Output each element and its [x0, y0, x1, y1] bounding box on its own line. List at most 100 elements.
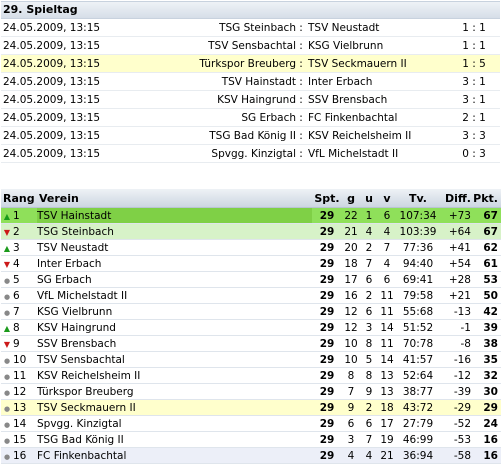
won-count: 3 [342, 431, 360, 448]
home-team[interactable]: TSG Steinbach [153, 19, 296, 37]
goal-difference: +64 [440, 223, 473, 240]
away-team[interactable]: SSV Brensbach [306, 90, 448, 109]
away-team[interactable]: VfL Michelstadt II [306, 144, 448, 163]
goals-ratio: 43:72 [396, 399, 440, 416]
rank-cell: ● 7 [1, 303, 37, 320]
won-count: 6 [342, 415, 360, 432]
lost-count: 18 [378, 399, 396, 416]
header-lost[interactable]: v [378, 189, 396, 208]
header-draw[interactable]: u [360, 189, 378, 208]
header-won[interactable]: g [342, 189, 360, 208]
home-team[interactable]: KSV Haingrund [153, 90, 296, 109]
home-team[interactable]: Türkspor Breuberg [153, 54, 296, 73]
draw-count: 9 [360, 383, 378, 400]
won-count: 10 [342, 351, 360, 368]
match-separator: : [296, 54, 306, 73]
header-goals[interactable]: Tv. [396, 189, 440, 208]
standings-row: ● 14 Spvgg. Kinzigtal 29 6 6 17 27:79 -52 24 [1, 415, 501, 432]
team-name[interactable]: FC Finkenbachtal [37, 447, 312, 464]
team-name[interactable]: Spvgg. Kinzigtal [37, 415, 312, 432]
rank-cell: ● 11 [1, 367, 37, 384]
team-name[interactable]: KSG Vielbrunn [37, 303, 312, 320]
team-name[interactable]: KSV Reichelsheim II [37, 367, 312, 384]
rank-number: 11 [13, 369, 27, 382]
team-name[interactable]: TSG Steinbach [37, 223, 312, 240]
home-team[interactable]: SG Erbach [153, 108, 296, 127]
played-count: 29 [312, 367, 342, 384]
goal-difference: -53 [440, 431, 473, 448]
points-total: 62 [473, 239, 501, 256]
match-date: 24.05.2009, 13:15 [1, 36, 153, 55]
played-count: 29 [312, 287, 342, 304]
team-name[interactable]: TSV Neustadt [37, 239, 312, 256]
away-team[interactable]: TSV Neustadt [306, 19, 448, 37]
matchday-title: 29. Spieltag [1, 1, 500, 19]
away-team[interactable]: TSV Seckmauern II [306, 54, 448, 73]
home-team[interactable]: TSV Sensbachtal [153, 36, 296, 55]
rank-cell: ● 12 [1, 383, 37, 400]
standings-row: ● 11 KSV Reichelsheim II 29 8 8 13 52:64 -12 32 [1, 367, 501, 384]
match-separator: : [296, 72, 306, 91]
goals-ratio: 36:94 [396, 447, 440, 464]
match-row: 24.05.2009, 13:15 TSG Steinbach: TSV Neust… [1, 19, 500, 37]
dot-icon: ● [3, 292, 11, 301]
header-played[interactable]: Spt. [312, 189, 342, 208]
rank-number: 5 [13, 273, 20, 286]
standings-row: ● 7 KSG Vielbrunn 29 12 6 11 55:68 -13 42 [1, 303, 501, 320]
goals-ratio: 69:41 [396, 271, 440, 288]
rank-cell: ▼ 2 [1, 223, 37, 240]
rank-cell: ● 16 [1, 447, 37, 464]
team-name[interactable]: Inter Erbach [37, 255, 312, 272]
team-name[interactable]: VfL Michelstadt II [37, 287, 312, 304]
played-count: 29 [312, 447, 342, 464]
won-count: 16 [342, 287, 360, 304]
header-rank[interactable]: Rang [1, 189, 37, 208]
rank-cell: ▲ 3 [1, 239, 37, 256]
goal-difference: -8 [440, 335, 473, 352]
header-team[interactable]: Verein [37, 189, 312, 208]
home-team[interactable]: TSG Bad König II [153, 126, 296, 145]
rank-number: 4 [13, 257, 20, 270]
header-points[interactable]: Pkt. [473, 189, 501, 208]
team-name[interactable]: Türkspor Breuberg [37, 383, 312, 400]
home-team[interactable]: TSV Hainstadt [153, 72, 296, 91]
rank-number: 6 [13, 289, 20, 302]
played-count: 29 [312, 335, 342, 352]
draw-count: 2 [360, 287, 378, 304]
away-team[interactable]: KSV Reichelsheim II [306, 126, 448, 145]
match-row: 24.05.2009, 13:15 TSV Hainstadt: Inter Erb… [1, 72, 500, 91]
match-score: 0 : 3 [448, 144, 500, 163]
won-count: 8 [342, 367, 360, 384]
rank-cell: ● 15 [1, 431, 37, 448]
won-count: 12 [342, 303, 360, 320]
standings-row: ● 10 TSV Sensbachtal 29 10 5 14 41:57 -16 35 [1, 351, 501, 368]
team-name[interactable]: TSG Bad König II [37, 431, 312, 448]
team-name[interactable]: SSV Brensbach [37, 335, 312, 352]
match-score: 3 : 1 [448, 72, 500, 91]
standings-table: Rang Verein Spt. g u v Tv. Diff. Pkt. ▲ 1… [1, 189, 501, 464]
team-name[interactable]: TSV Hainstadt [37, 207, 312, 224]
header-diff[interactable]: Diff. [440, 189, 473, 208]
lost-count: 6 [378, 271, 396, 288]
played-count: 29 [312, 383, 342, 400]
away-team[interactable]: KSG Vielbrunn [306, 36, 448, 55]
lost-count: 6 [378, 207, 396, 224]
rank-cell: ● 5 [1, 271, 37, 288]
match-score: 2 : 1 [448, 108, 500, 127]
played-count: 29 [312, 223, 342, 240]
standings-row: ▲ 8 KSV Haingrund 29 12 3 14 51:52 -1 39 [1, 319, 501, 336]
team-name[interactable]: SG Erbach [37, 271, 312, 288]
rank-number: 7 [13, 305, 20, 318]
team-name[interactable]: KSV Haingrund [37, 319, 312, 336]
draw-count: 2 [360, 399, 378, 416]
away-team[interactable]: Inter Erbach [306, 72, 448, 91]
home-team[interactable]: Spvgg. Kinzigtal [153, 144, 296, 163]
won-count: 18 [342, 255, 360, 272]
away-team[interactable]: FC Finkenbachtal [306, 108, 448, 127]
team-name[interactable]: TSV Sensbachtal [37, 351, 312, 368]
team-name[interactable]: TSV Seckmauern II [37, 399, 312, 416]
standings-row: ● 6 VfL Michelstadt II 29 16 2 11 79:58 +21 50 [1, 287, 501, 304]
rank-number: 10 [13, 353, 27, 366]
rank-cell: ▼ 4 [1, 255, 37, 272]
